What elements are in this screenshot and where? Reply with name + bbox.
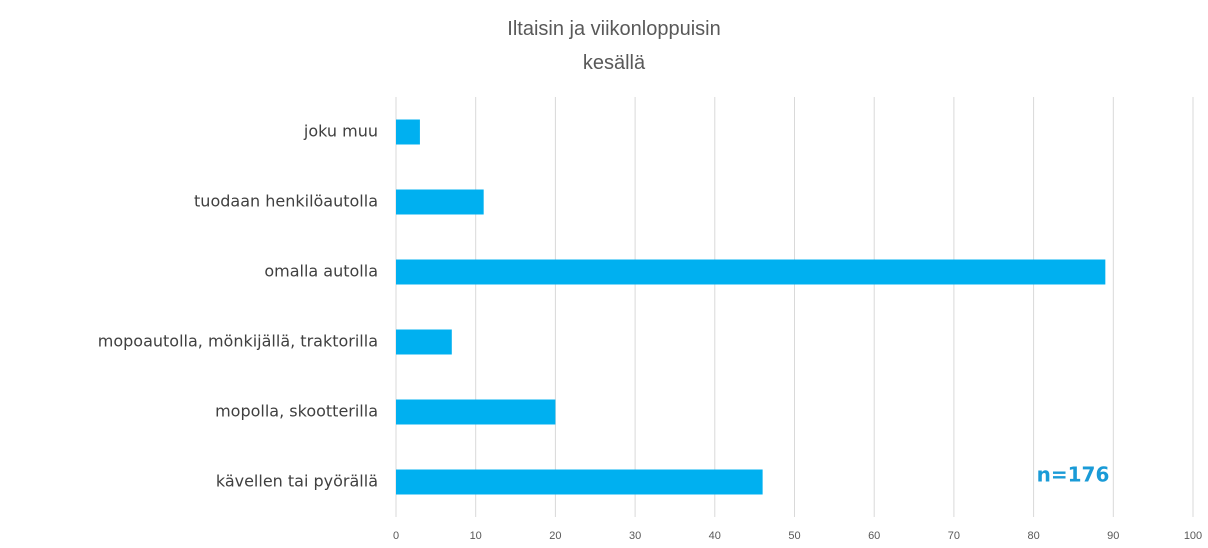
chart-title: Iltaisin ja viikonloppuisin kesällä [507,18,721,74]
bar [396,399,556,425]
x-tick-label: 30 [629,530,641,542]
x-tick-label: 10 [470,530,482,542]
bar [396,189,484,215]
y-tick-label: mopoautolla, mönkijällä, traktorilla [98,332,378,351]
y-tick-label: omalla autolla [264,262,378,281]
x-tick-label: 20 [549,530,561,542]
x-tick-label: 50 [788,530,800,542]
y-tick-label: tuodaan henkilöautolla [194,192,378,211]
x-tick-label: 70 [948,530,960,542]
x-tick-label: 80 [1027,530,1039,542]
annotation: n=176 [1037,463,1110,487]
x-tick-label: 90 [1107,530,1119,542]
x-tick-label: 0 [393,530,399,542]
x-tick-label: 40 [709,530,721,542]
x-tick-label: 60 [868,530,880,542]
bar [396,469,763,495]
bar [396,259,1106,285]
y-tick-label: kävellen tai pyörällä [216,472,378,491]
x-tick-label: 100 [1184,530,1202,542]
y-tick-label: mopolla, skootterilla [215,402,378,421]
bar [396,329,452,355]
bar [396,119,420,145]
y-tick-label: joku muu [303,122,378,141]
